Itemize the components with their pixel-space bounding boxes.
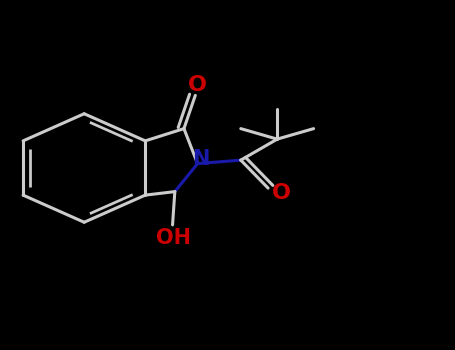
Text: O: O [188,75,207,95]
Text: O: O [272,183,291,203]
Text: OH: OH [156,228,191,248]
Text: N: N [192,149,210,169]
